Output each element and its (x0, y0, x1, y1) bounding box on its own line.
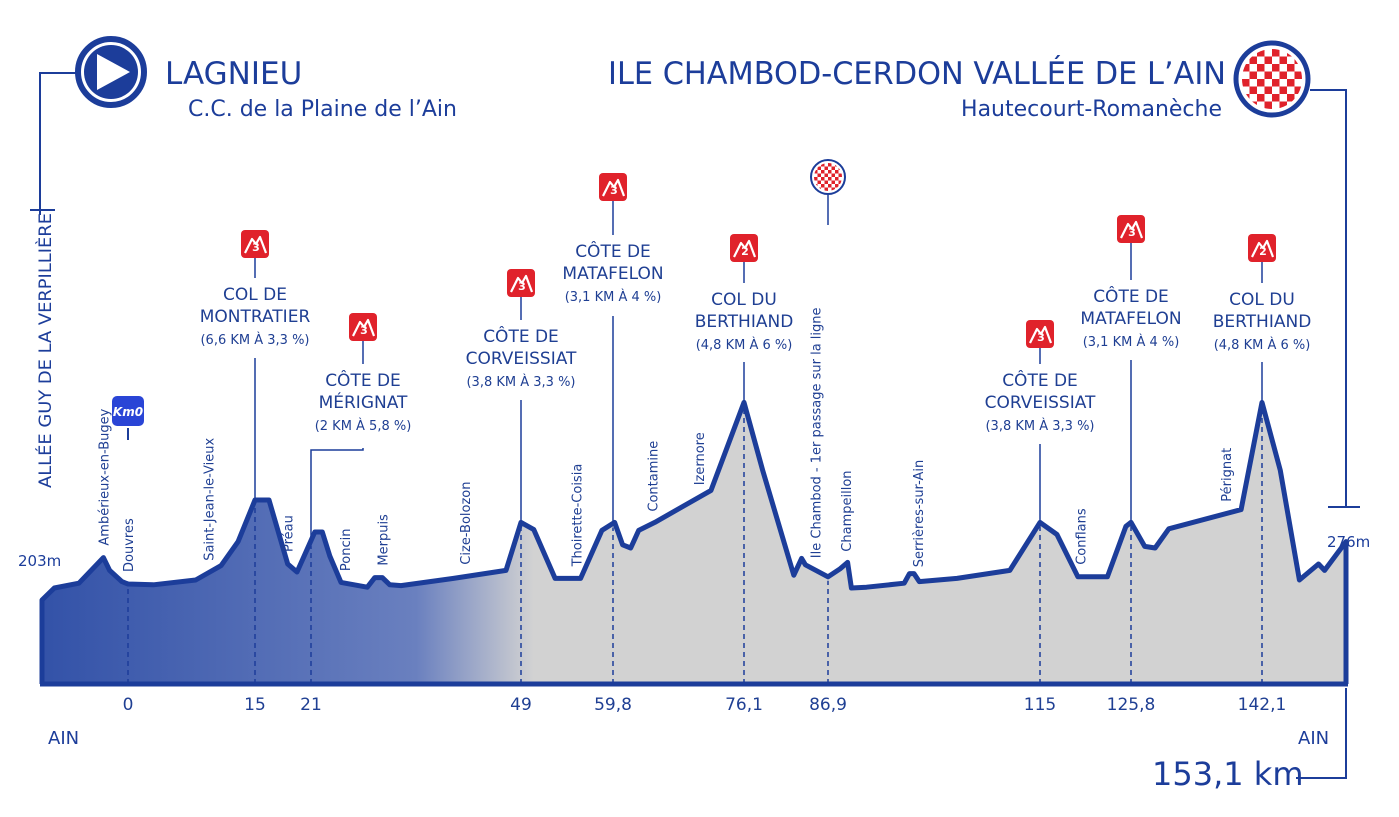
start-play-icon (75, 36, 147, 108)
climb-category: 3 (1128, 226, 1136, 239)
waypoint-label: Serrières-sur-Ain (912, 460, 927, 568)
markers-layer: Ambérieux-en-Bugey Douvres Saint-Jean-le-V… (97, 159, 1312, 684)
climb-name: CÔTE DE (1002, 369, 1078, 391)
x-tick-label: 142,1 (1238, 695, 1287, 715)
finish-checkered-flag-icon (1233, 40, 1311, 118)
climb-name: BERTHIAND (695, 312, 794, 332)
finish-bracket-line (1310, 89, 1347, 507)
x-tick-label: 0 (123, 695, 134, 715)
total-distance: 153,1 km (1152, 755, 1303, 793)
finish-region: AIN (1298, 728, 1329, 749)
climb-category-icon: 3 (1026, 320, 1054, 348)
climb-name: COL DE (223, 285, 287, 305)
x-tick-label: 125,8 (1107, 695, 1156, 715)
climb-category-icon: 2 (730, 234, 758, 262)
climb-category: 3 (360, 324, 368, 337)
profile-layer (39, 399, 1349, 687)
profile-outline (39, 399, 1349, 684)
climb-name: MATAFELON (562, 264, 663, 284)
waypoint-label: Merpuis (376, 514, 391, 566)
climb-name: COL DU (711, 290, 777, 310)
x-tick-label: 59,8 (594, 695, 632, 715)
finish-altitude: 276m (1327, 533, 1370, 551)
climb-detail: (3,1 KM À 4 %) (565, 289, 662, 305)
climb-name: COL DU (1229, 290, 1295, 310)
km0-label: Km0 (113, 405, 143, 419)
climb-detail: (2 KM À 5,8 %) (315, 418, 412, 434)
climb-category-icon: 3 (241, 230, 269, 258)
waypoint-label: Contamine (646, 441, 661, 512)
waypoint-label: Pérignat (1220, 448, 1235, 502)
start-altitude: 203m (18, 552, 61, 570)
climb-category: 3 (518, 280, 526, 293)
climb-name: BERTHIAND (1213, 312, 1312, 332)
climb-name: CÔTE DE (1093, 285, 1169, 307)
climb-category-icon: 3 (1117, 215, 1145, 243)
climb-category: 3 (610, 184, 618, 197)
climb-category: 3 (1037, 331, 1045, 344)
climb-category-icon: 2 (1248, 234, 1276, 262)
climb-name: CORVEISSIAT (985, 393, 1096, 413)
x-tick-label: 86,9 (809, 695, 847, 715)
finish-city: ILE CHAMBOD-CERDON VALLÉE DE L’AIN (608, 56, 1226, 92)
climb-name: MONTRATIER (200, 307, 311, 327)
climb-detail: (3,1 KM À 4 %) (1083, 334, 1180, 350)
start-street-name: ALLÉE GUY DE LA VERPILLIÈRE (34, 213, 56, 488)
climb-name: CÔTE DE (325, 369, 401, 391)
climb-category-icon: 3 (507, 269, 535, 297)
x-tick-label: 115 (1024, 695, 1056, 715)
climb-category-icon: 3 (599, 173, 627, 201)
climb-name: CÔTE DE (575, 240, 651, 262)
x-tick-label: 21 (300, 695, 322, 715)
x-tick-label: 15 (244, 695, 266, 715)
waypoint-label: Préau (282, 515, 297, 552)
waypoint-label: Cize-Bolozon (459, 481, 474, 564)
km0-badge (112, 396, 144, 426)
start-bracket-line (39, 72, 82, 215)
waypoint-label: Champeillon (840, 470, 855, 551)
total-distance-bracket (1296, 688, 1347, 779)
waypoint-label: Douvres (122, 518, 137, 572)
waypoint-label: Thoirette-Coisia (570, 464, 585, 568)
waypoint-label: Ambérieux-en-Bugey (97, 408, 112, 545)
intermediate-checkered-flag-icon (810, 159, 846, 195)
climb-category: 2 (1259, 245, 1267, 258)
climb-detail: (3,8 KM À 3,3 %) (466, 374, 575, 390)
finish-subtitle: Hautecourt-Romanèche (961, 97, 1222, 122)
x-tick-label: 49 (510, 695, 532, 715)
climb-name: CORVEISSIAT (466, 349, 577, 369)
waypoint-label: Izernore (693, 432, 708, 485)
climb-category-icon: 3 (349, 313, 377, 341)
climb-summit-line (310, 448, 364, 544)
climb-name: MATAFELON (1080, 309, 1181, 329)
climb-name: MÉRIGNAT (319, 391, 408, 413)
climb-detail: (4,8 KM À 6 %) (1214, 337, 1311, 353)
climb-detail: (4,8 KM À 6 %) (696, 337, 793, 353)
waypoint-label: Conflans (1074, 508, 1089, 565)
start-subtitle: C.C. de la Plaine de l’Ain (188, 97, 457, 122)
x-axis-ticks: 0 15 21 49 59,8 76,1 86,9 115 125,8 142,1 (123, 695, 1287, 715)
waypoint-label: Poncin (339, 529, 354, 572)
climb-detail: (3,8 KM À 3,3 %) (985, 418, 1094, 434)
climb-name: CÔTE DE (483, 325, 559, 347)
climb-category: 2 (741, 245, 749, 258)
waypoint-label: Ile Chambod - 1er passage sur la ligne (810, 307, 825, 558)
start-region: AIN (48, 728, 79, 749)
start-city: LAGNIEU (165, 56, 302, 92)
climb-detail: (6,6 KM À 3,3 %) (200, 332, 309, 348)
x-tick-label: 76,1 (725, 695, 763, 715)
climb-category: 3 (252, 241, 260, 254)
waypoint-label: Saint-Jean-le-Vieux (202, 437, 217, 560)
profile-area (42, 402, 1346, 684)
